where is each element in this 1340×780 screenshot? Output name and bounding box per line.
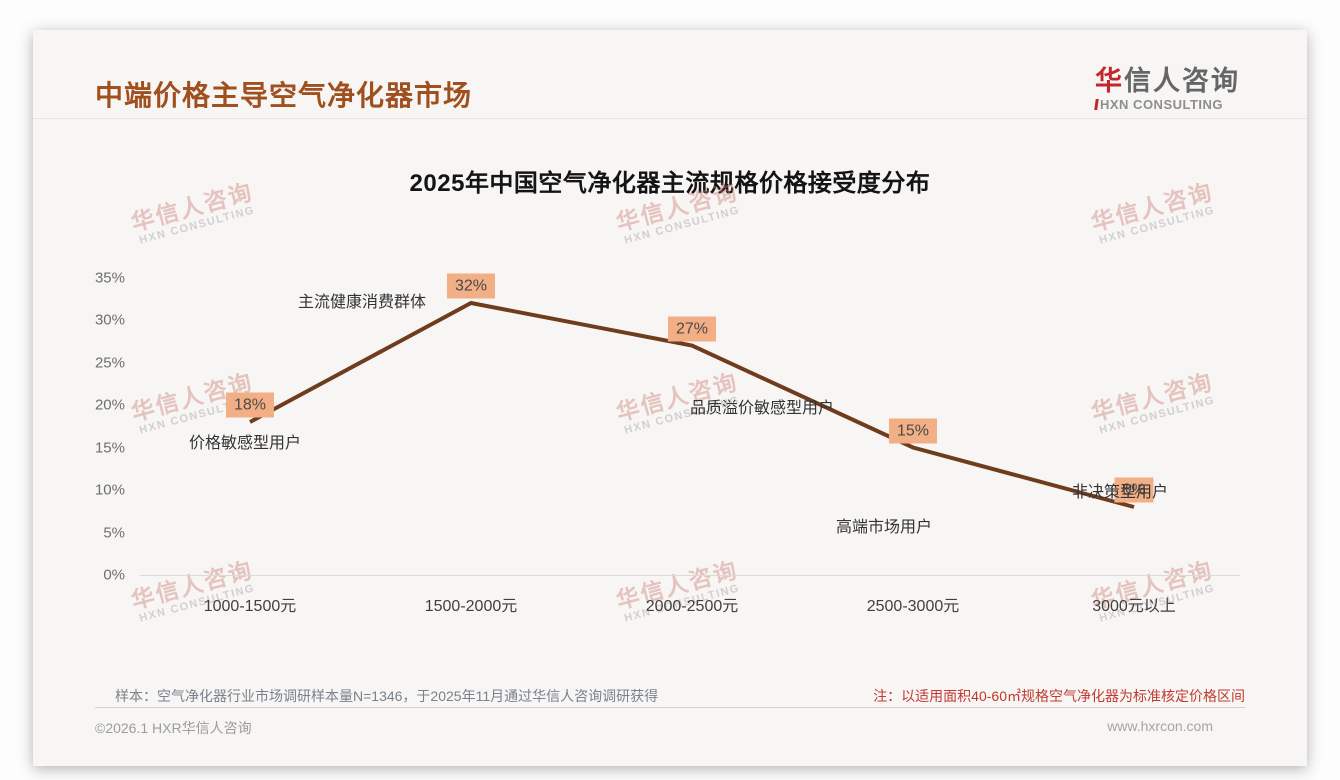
website-url: www.hxrcon.com <box>1107 718 1213 734</box>
page-title: 中端价格主导空气净化器市场 <box>95 80 473 111</box>
segment-annotation: 品质溢价敏感型用户 <box>689 399 835 417</box>
y-axis-tick: 10% <box>94 481 125 499</box>
logo-first-char: 华 <box>1095 66 1124 96</box>
report-card: 中端价格主导空气净化器市场 华信人咨询 HXN CONSULTING 华信人咨询… <box>33 30 1307 766</box>
footer-divider <box>95 707 1245 708</box>
company-logo: 华信人咨询 HXN CONSULTING <box>1094 66 1240 112</box>
data-point-label: 32% <box>446 273 496 299</box>
logo-english-name: HXN CONSULTING <box>1094 97 1240 112</box>
x-axis-label: 2500-3000元 <box>866 598 960 615</box>
copyright-text: ©2026.1 HXR华信人咨询 <box>95 720 252 736</box>
segment-annotation: 价格敏感型用户 <box>188 435 302 452</box>
logo-rest-chars: 信人咨询 <box>1124 66 1240 96</box>
segment-annotation: 主流健康消费群体 <box>297 294 427 311</box>
segment-annotation: 高端市场用户 <box>835 518 933 536</box>
segment-annotation: 非决策型用户 <box>1071 484 1169 501</box>
x-axis-line <box>140 575 1240 576</box>
chart-title: 2025年中国空气净化器主流规格价格接受度分布 <box>409 170 931 197</box>
line-chart: 0% 5% 10% 15% 20% 25% 30% 35% 1000-1500元 18% 价格敏感型… <box>33 30 1307 766</box>
y-axis-tick: 15% <box>94 439 125 456</box>
y-axis-tick: 20% <box>94 396 125 414</box>
y-axis-tick: 35% <box>94 269 125 286</box>
logo-chinese-name: 华信人咨询 <box>1095 66 1240 96</box>
sample-note: 样本：空气净化器行业市场调研样本量N=1346，于2025年11月通过华信人咨询… <box>115 688 659 704</box>
x-axis-label: 1500-2000元 <box>424 598 518 615</box>
y-axis-tick: 25% <box>94 354 125 371</box>
y-axis-tick: 0% <box>103 566 125 584</box>
x-axis-label: 2000-2500元 <box>645 598 739 615</box>
data-point-label: 18% <box>225 392 275 418</box>
chart-line-svg <box>249 300 1135 509</box>
pricing-note: 注：以适用面积40-60㎡规格空气净化器为标准核定价格区间 <box>873 688 1245 704</box>
data-point-label: 27% <box>667 316 717 341</box>
x-axis-label: 3000元以上 <box>1092 598 1176 615</box>
trend-line <box>249 300 1135 509</box>
logo-en-text: HXN CONSULTING <box>1100 97 1224 112</box>
data-point-label: 8% <box>1114 477 1154 503</box>
y-axis-tick: 5% <box>103 524 125 541</box>
header-divider <box>33 118 1307 119</box>
data-point-label: 15% <box>888 418 938 443</box>
y-axis-tick: 30% <box>94 311 125 329</box>
x-axis-label: 1000-1500元 <box>203 598 297 615</box>
